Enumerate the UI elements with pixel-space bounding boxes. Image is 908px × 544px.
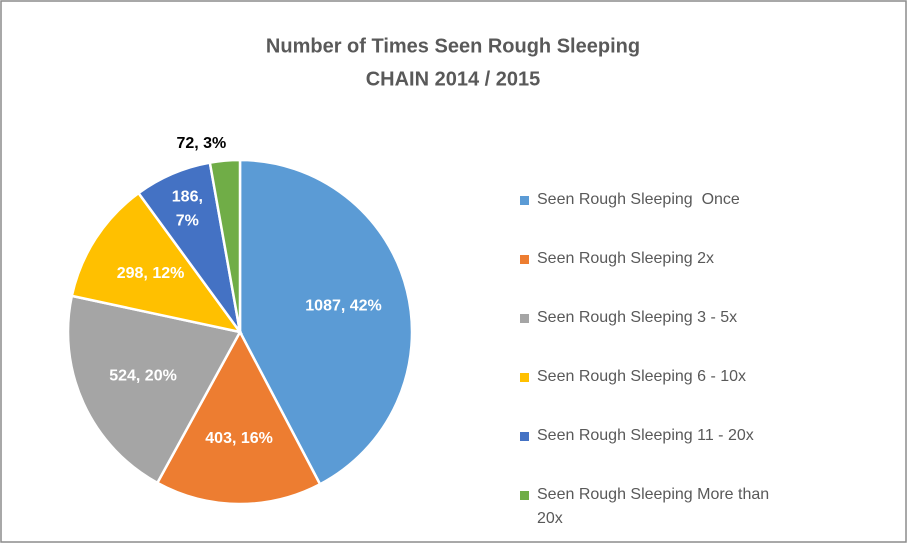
- legend-item: Seen Rough Sleeping Once: [520, 188, 820, 247]
- pie-slice: [66, 294, 242, 485]
- pie-slice: [208, 158, 242, 333]
- pie-slice: [70, 191, 243, 334]
- legend-label: Seen Rough Sleeping 3 - 5x: [537, 309, 738, 326]
- chart-title: Number of Times Seen Rough Sleeping: [266, 35, 640, 57]
- legend-swatch: [520, 373, 529, 382]
- legend-swatch: [520, 432, 529, 441]
- legend-label: Seen Rough Sleeping 6 - 10x: [537, 368, 747, 385]
- legend-item: Seen Rough Sleeping 6 - 10x: [520, 365, 820, 424]
- legend-item: Seen Rough Sleeping 2x: [520, 247, 820, 306]
- data-label: 403, 16%: [205, 430, 273, 447]
- pie-slice: [238, 158, 414, 486]
- legend-label: Seen Rough Sleeping 2x: [537, 250, 715, 267]
- legend: Seen Rough Sleeping Once Seen Rough Sleep…: [520, 188, 820, 542]
- legend-label: Seen Rough Sleeping 11 - 20x: [537, 427, 754, 444]
- legend-item: Seen Rough Sleeping 11 - 20x: [520, 424, 820, 483]
- data-label: 72, 3%: [176, 135, 226, 152]
- pie-slice: [155, 329, 322, 506]
- data-label: 524, 20%: [109, 368, 177, 385]
- chart-subtitle: CHAIN 2014 / 2015: [366, 68, 541, 90]
- data-label: 298, 12%: [117, 265, 185, 282]
- legend-swatch: [520, 314, 529, 323]
- data-label: 1087, 42%: [305, 298, 382, 315]
- legend-label: Seen Rough Sleeping Once: [537, 191, 740, 208]
- legend-swatch: [520, 491, 529, 500]
- legend-swatch: [520, 255, 529, 264]
- legend-item: Seen Rough Sleeping More than 20x: [520, 483, 820, 542]
- legend-item: Seen Rough Sleeping 3 - 5x: [520, 306, 820, 365]
- data-label: 186, 7%: [172, 189, 203, 230]
- legend-label: Seen Rough Sleeping More than 20x: [537, 486, 774, 527]
- legend-swatch: [520, 196, 529, 205]
